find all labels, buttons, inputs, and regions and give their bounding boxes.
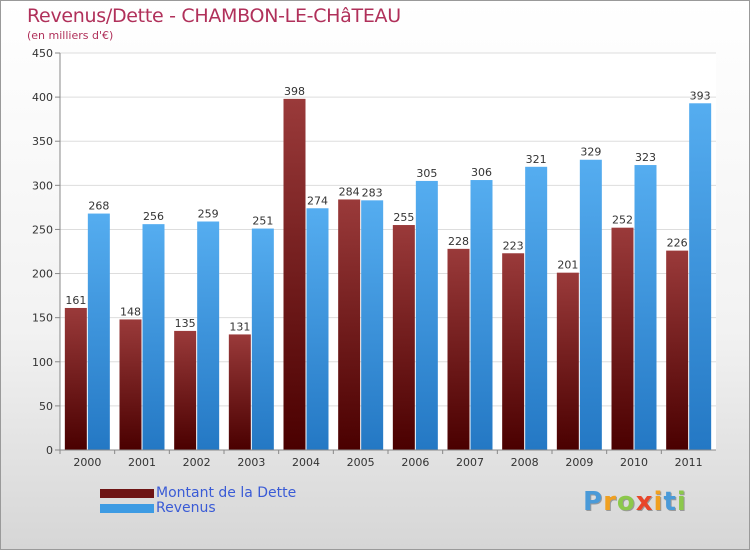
bar-dette-2008 <box>502 253 525 450</box>
legend-label-revenus: Revenus <box>156 500 216 516</box>
bar-dette-2000 <box>64 307 87 450</box>
logo-letter: x <box>635 487 654 517</box>
bar-revenus-2000 <box>87 213 110 450</box>
data-label-revenus-2006: 305 <box>416 167 437 180</box>
x-tick-label-2006: 2006 <box>401 456 429 469</box>
bar-revenus-2005 <box>361 200 384 450</box>
data-label-dette-2007: 228 <box>448 235 469 248</box>
bar-revenus-2007 <box>470 180 493 451</box>
legend-swatch-revenus <box>100 504 154 513</box>
x-tick-label-2010: 2010 <box>620 456 648 469</box>
data-label-revenus-2000: 268 <box>88 200 109 213</box>
y-tick-label-250: 250 <box>32 223 53 236</box>
bar-revenus-2009 <box>579 159 602 450</box>
data-label-dette-2002: 135 <box>175 317 196 330</box>
data-label-revenus-2002: 259 <box>198 208 219 221</box>
data-label-dette-2011: 226 <box>667 237 688 250</box>
y-tick-label-450: 450 <box>32 47 53 60</box>
bar-dette-2001 <box>119 319 142 450</box>
chart-title: Revenus/Dette - CHAMBON-LE-CHâTEAU <box>27 5 401 27</box>
data-label-revenus-2008: 321 <box>526 153 547 166</box>
logo-letter: i <box>676 487 687 517</box>
bar-revenus-2001 <box>142 224 165 450</box>
y-tick-label-300: 300 <box>32 179 53 192</box>
y-tick-label-50: 50 <box>39 400 53 413</box>
data-label-revenus-2001: 256 <box>143 210 164 223</box>
data-label-revenus-2010: 323 <box>635 151 656 164</box>
bar-revenus-2004 <box>306 208 329 450</box>
data-label-dette-2009: 201 <box>557 259 578 272</box>
x-tick-label-2004: 2004 <box>292 456 320 469</box>
data-label-dette-2003: 131 <box>229 320 250 333</box>
bar-dette-2005 <box>338 199 361 450</box>
y-tick-label-100: 100 <box>32 356 53 369</box>
logo-letter: P <box>583 487 604 517</box>
x-tick-label-2008: 2008 <box>511 456 539 469</box>
bar-dette-2007 <box>447 248 470 450</box>
bar-dette-2010 <box>611 227 634 450</box>
y-tick-label-400: 400 <box>32 91 53 104</box>
data-label-dette-2005: 284 <box>339 185 360 198</box>
legend-swatch-dette <box>100 489 154 498</box>
data-label-dette-2004: 398 <box>284 85 305 98</box>
bar-dette-2009 <box>556 272 579 450</box>
data-label-revenus-2009: 329 <box>580 146 601 159</box>
bar-revenus-2006 <box>415 180 438 450</box>
x-tick-label-2007: 2007 <box>456 456 484 469</box>
data-label-dette-2006: 255 <box>393 211 414 224</box>
bar-dette-2004 <box>283 98 306 451</box>
chart-subtitle: (en milliers d'€) <box>27 29 114 42</box>
logo-letter: r <box>603 487 617 517</box>
bar-revenus-2003 <box>251 228 274 450</box>
bar-dette-2006 <box>392 225 415 450</box>
x-tick-label-2002: 2002 <box>183 456 211 469</box>
x-tick-label-2003: 2003 <box>237 456 265 469</box>
plot-area <box>60 53 716 450</box>
data-label-dette-2001: 148 <box>120 305 141 318</box>
data-label-dette-2010: 252 <box>612 214 633 227</box>
logo-letter: t <box>663 487 677 517</box>
y-tick-label-150: 150 <box>32 312 53 325</box>
data-label-dette-2000: 161 <box>65 294 86 307</box>
x-tick-label-2005: 2005 <box>347 456 375 469</box>
x-tick-label-2011: 2011 <box>675 456 703 469</box>
y-tick-label-200: 200 <box>32 268 53 281</box>
bar-revenus-2008 <box>525 166 548 450</box>
bar-revenus-2011 <box>689 103 712 450</box>
legend-label-dette: Montant de la Dette <box>156 485 297 501</box>
proxiti-logo: Proxiti <box>583 487 687 517</box>
y-tick-label-350: 350 <box>32 135 53 148</box>
bar-dette-2002 <box>174 330 197 450</box>
logo-letter: o <box>616 487 636 517</box>
data-label-revenus-2005: 283 <box>362 186 383 199</box>
x-tick-label-2000: 2000 <box>73 456 101 469</box>
x-tick-label-2009: 2009 <box>565 456 593 469</box>
logo-letter: i <box>653 487 664 517</box>
bar-dette-2011 <box>666 250 689 450</box>
data-label-revenus-2004: 274 <box>307 194 328 207</box>
x-tick-label-2001: 2001 <box>128 456 156 469</box>
data-label-revenus-2011: 393 <box>690 89 711 102</box>
y-tick-label-0: 0 <box>46 444 53 457</box>
bar-dette-2003 <box>228 334 251 450</box>
data-label-revenus-2007: 306 <box>471 166 492 179</box>
data-label-dette-2008: 223 <box>503 239 524 252</box>
data-label-revenus-2003: 251 <box>252 215 273 228</box>
bar-revenus-2002 <box>197 221 220 450</box>
bar-revenus-2010 <box>634 165 657 450</box>
